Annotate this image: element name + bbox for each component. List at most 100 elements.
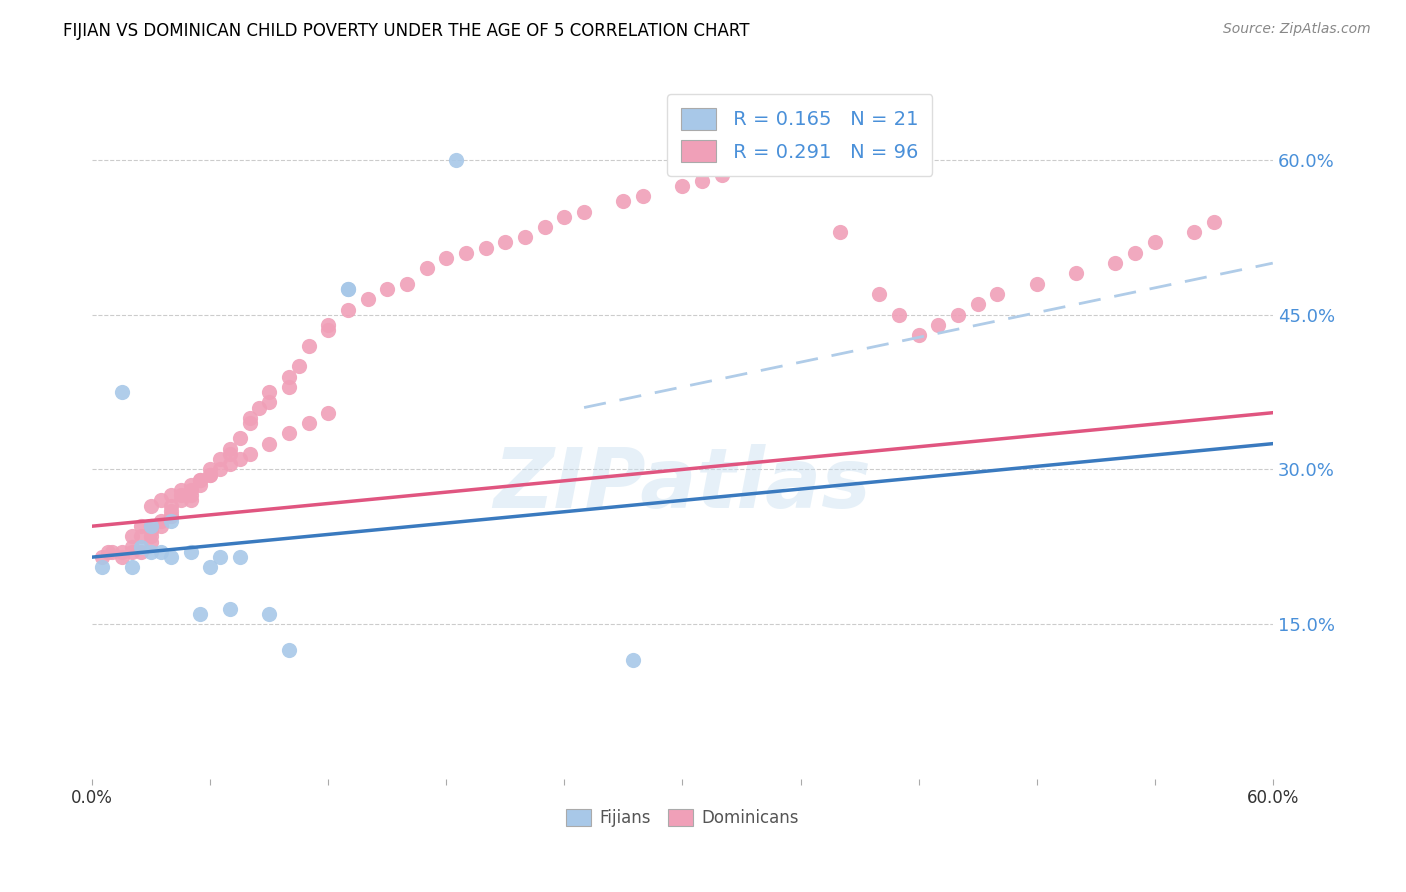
Text: ZIPatlas: ZIPatlas: [494, 444, 872, 524]
Point: [111, 550, 134, 565]
Point: [986, 287, 1008, 301]
Point: [239, 416, 262, 430]
Point: [200, 467, 222, 482]
Point: [141, 529, 163, 543]
Text: Source: ZipAtlas.com: Source: ZipAtlas.com: [1223, 22, 1371, 37]
Point: [219, 442, 242, 456]
Point: [131, 540, 153, 554]
Point: [121, 545, 143, 559]
Point: [180, 545, 202, 559]
Point: [121, 529, 143, 543]
Point: [150, 519, 173, 533]
Point: [298, 339, 321, 353]
Point: [160, 488, 183, 502]
Point: [730, 158, 752, 172]
Point: [229, 550, 252, 565]
Point: [454, 245, 477, 260]
Point: [415, 261, 437, 276]
Point: [710, 169, 733, 183]
Point: [121, 540, 143, 554]
Point: [101, 545, 124, 559]
Point: [180, 488, 202, 502]
Point: [131, 529, 153, 543]
Point: [141, 519, 163, 533]
Point: [1143, 235, 1166, 250]
Point: [395, 277, 418, 291]
Point: [1064, 267, 1087, 281]
Point: [150, 545, 173, 559]
Point: [209, 452, 232, 467]
Point: [553, 210, 575, 224]
Legend: Fijians, Dominicans: Fijians, Dominicans: [560, 802, 806, 834]
Point: [336, 282, 359, 296]
Point: [278, 426, 301, 441]
Point: [111, 385, 134, 400]
Point: [190, 473, 212, 487]
Point: [868, 287, 890, 301]
Point: [356, 292, 378, 306]
Point: [789, 143, 811, 157]
Point: [170, 493, 193, 508]
Point: [219, 457, 242, 471]
Point: [1025, 277, 1047, 291]
Point: [190, 473, 212, 487]
Point: [239, 447, 262, 461]
Point: [190, 607, 212, 621]
Point: [180, 493, 202, 508]
Point: [1202, 215, 1225, 229]
Point: [219, 601, 242, 615]
Point: [200, 560, 222, 574]
Point: [141, 519, 163, 533]
Point: [131, 519, 153, 533]
Point: [91, 560, 114, 574]
Point: [966, 297, 988, 311]
Point: [1104, 256, 1126, 270]
Point: [259, 395, 281, 409]
Point: [690, 173, 713, 187]
Point: [200, 462, 222, 476]
Point: [513, 230, 536, 244]
Point: [1123, 245, 1146, 260]
Point: [160, 514, 183, 528]
Point: [160, 508, 183, 523]
Point: [316, 318, 339, 332]
Point: [336, 302, 359, 317]
Point: [946, 308, 969, 322]
Point: [278, 380, 301, 394]
Point: [259, 385, 281, 400]
Point: [278, 643, 301, 657]
Point: [631, 189, 654, 203]
Text: FIJIAN VS DOMINICAN CHILD POVERTY UNDER THE AGE OF 5 CORRELATION CHART: FIJIAN VS DOMINICAN CHILD POVERTY UNDER …: [63, 22, 749, 40]
Point: [141, 499, 163, 513]
Point: [434, 251, 457, 265]
Point: [621, 653, 644, 667]
Point: [375, 282, 398, 296]
Point: [141, 534, 163, 549]
Point: [298, 416, 321, 430]
Point: [533, 220, 555, 235]
Point: [572, 204, 595, 219]
Point: [160, 508, 183, 523]
Point: [150, 514, 173, 528]
Point: [180, 483, 202, 497]
Point: [1182, 225, 1205, 239]
Point: [288, 359, 311, 374]
Point: [229, 432, 252, 446]
Point: [828, 225, 851, 239]
Point: [887, 308, 910, 322]
Point: [316, 406, 339, 420]
Point: [219, 447, 242, 461]
Point: [444, 153, 467, 167]
Point: [316, 323, 339, 337]
Point: [170, 483, 193, 497]
Point: [170, 488, 193, 502]
Point: [160, 499, 183, 513]
Point: [278, 369, 301, 384]
Point: [229, 452, 252, 467]
Point: [494, 235, 516, 250]
Point: [97, 545, 120, 559]
Point: [612, 194, 634, 209]
Point: [239, 410, 262, 425]
Point: [131, 545, 153, 559]
Point: [111, 545, 134, 559]
